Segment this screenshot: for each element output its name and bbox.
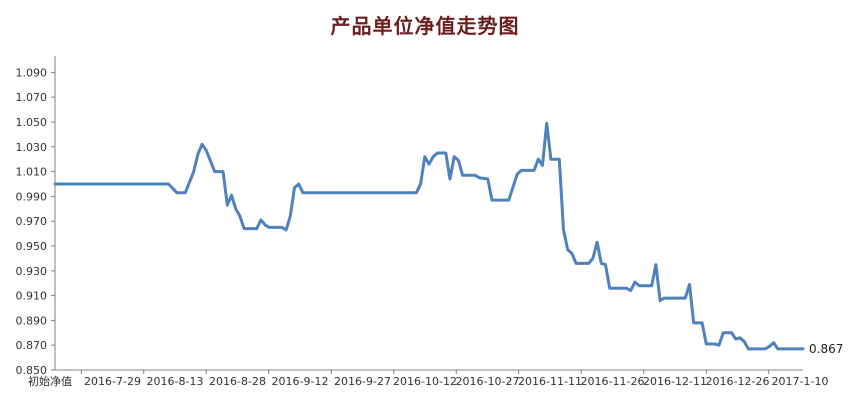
y-tick-label: 1.070 [16,91,48,104]
y-tick-label: 0.910 [16,290,48,303]
x-tick-label: 2016-10-27 [456,375,520,388]
x-tick-label: 2016-10-12 [393,375,457,388]
y-tick-label: 0.930 [16,265,48,278]
x-tick-label: 2016-12-26 [706,375,770,388]
x-tick-label: 2016-9-12 [272,375,329,388]
x-tick-label: 2016-8-28 [209,375,266,388]
y-tick-label: 1.050 [16,116,48,129]
y-tick-label: 1.030 [16,141,48,154]
y-tick-label: 0.850 [16,364,48,377]
x-tick-label: 2016-12-11 [643,375,707,388]
y-tick-label: 0.950 [16,240,48,253]
y-tick-label: 1.090 [16,66,48,79]
series-line [53,121,805,351]
last-value-label: 0.867 [809,342,843,356]
x-tick-label: 2016-9-27 [334,375,391,388]
y-tick-label: 1.010 [16,166,48,179]
x-tick-label: 2016-11-11 [518,375,582,388]
y-tick-label: 0.890 [16,314,48,327]
x-tick-label: 初始净值 [28,374,72,388]
x-tick-label: 2016-8-13 [147,375,204,388]
x-tick-label: 2016-11-26 [581,375,645,388]
y-tick-label: 0.990 [16,190,48,203]
y-tick-label: 0.970 [16,215,48,228]
x-tick-label: 2017-1-10 [772,375,829,388]
y-tick-label: 0.870 [16,339,48,352]
chart-title: 产品单位净值走势图 [330,14,520,38]
x-tick-label: 2016-7-29 [84,375,141,388]
